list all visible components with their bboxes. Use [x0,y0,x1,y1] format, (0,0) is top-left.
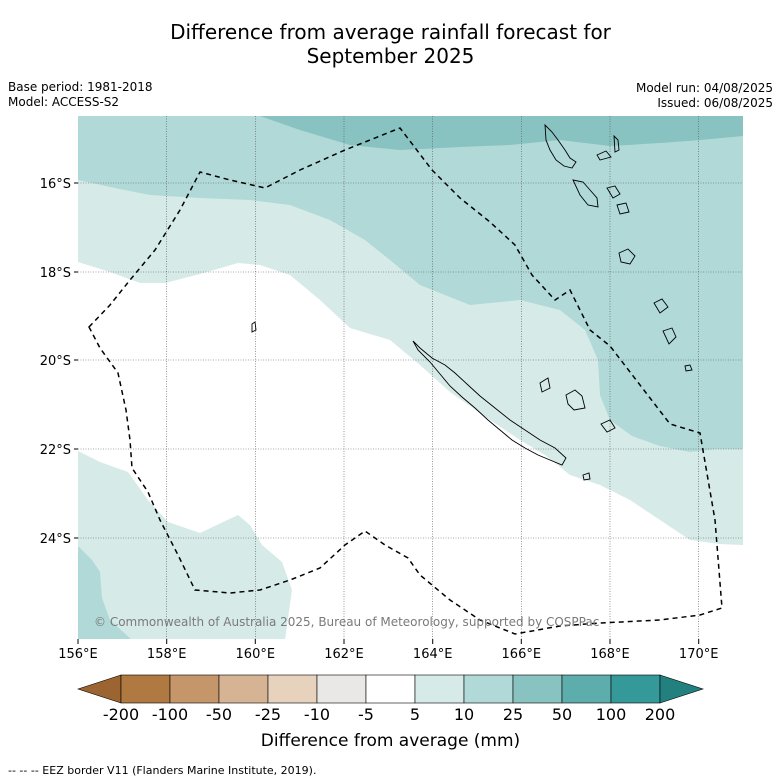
colorbar-extend-high [659,674,704,704]
colorbar-extend-low [77,674,122,704]
colorbar-tick-label: 100 [596,705,627,724]
colorbar-segment [365,674,416,704]
map-area [78,116,743,639]
model-name: Model: ACCESS-S2 [8,95,120,109]
lon-label: 166°E [502,647,542,662]
lat-label: 16°S [40,177,71,192]
island-chesterfield [251,321,257,333]
colorbar-segments [120,674,661,704]
colorbar-segment [512,674,563,704]
island-vanuatu-7 [618,248,636,265]
island-loyalty-1 [539,377,551,393]
lon-label: 170°E [679,647,719,662]
colorbar-segment [561,674,612,704]
lon-label: 162°E [324,647,364,662]
lat-label: 20°S [40,354,71,369]
colorbar-tick-label: 50 [552,705,572,724]
anomaly-region-50-100 [260,116,743,150]
colorbar-tick-label: -25 [255,705,281,724]
graticule [78,116,743,639]
footer-eez-note: -- -- -- EEZ border V11 (Flanders Marine… [8,764,317,777]
colorbar-tick-label: -10 [304,705,330,724]
latitude-labels: 16°S 18°S 20°S 22°S 24°S [40,177,71,547]
lon-label: 168°E [590,647,630,662]
island-vanuatu-2 [613,134,620,153]
island-vanuatu-8 [653,298,669,314]
colorbar-tick-label: 200 [645,705,676,724]
colorbar-segment [463,674,514,704]
island-vanuatu-5 [606,185,621,199]
lat-label: 24°S [40,532,71,547]
axis-ticks [74,182,700,644]
colorbar-label: Difference from average (mm) [260,731,521,751]
anomaly-region-25-50 [78,116,743,452]
colorbar-tick-label: -100 [152,705,188,724]
meta-left: Base period: 1981-2018 Model: ACCESS-S2 [8,80,153,110]
lat-label: 18°S [40,266,71,281]
issued-date: Issued: 06/08/2025 [657,96,773,110]
model-run: Model run: 04/08/2025 [635,81,773,95]
lon-label: 160°E [236,647,276,662]
colorbar-ticks: -200 -100 -50 -25 -10 -5 5 10 25 50 100 200 [103,705,675,724]
copyright-text: © Commonwealth of Australia 2025, Bureau… [94,615,599,629]
base-period: Base period: 1981-2018 [8,80,153,94]
lat-label: 22°S [40,443,71,458]
colorbar-segment [267,674,318,704]
title-line-1: Difference from average rainfall forecas… [170,20,611,44]
island-vanuatu-3 [596,150,612,161]
colorbar-segment [120,674,171,704]
colorbar-segment [218,674,269,704]
colorbar-tick-label: 5 [410,705,420,724]
eez-border [88,127,723,635]
colorbar-tick-label: -200 [103,705,139,724]
colorbar-segment [414,674,465,704]
island-vanuatu-10 [684,364,693,372]
lon-label: 156°E [58,647,98,662]
island-vanuatu-9 [662,327,677,345]
meta-right: Model run: 04/08/2025 Issued: 06/08/2025 [636,81,773,111]
map-title: Difference from average rainfall forecas… [0,20,781,68]
colorbar-tick-label: -50 [206,705,232,724]
island-loyalty-3 [600,419,616,433]
island-vanuatu-6 [616,202,630,215]
anomaly-region-10-25-southwest [78,451,292,639]
longitude-labels: 156°E 158°E 160°E 162°E 164°E 166°E 168°… [58,647,718,662]
colorbar-segment [169,674,220,704]
island-vanuatu-4 [572,179,599,208]
colorbar-tick-label: 10 [454,705,474,724]
island-new-caledonia [412,340,567,466]
lon-label: 164°E [413,647,453,662]
island-ile-des-pins [582,472,591,481]
colorbar-tick-label: 25 [503,705,523,724]
island-vanuatu-1 [544,123,577,169]
title-line-2: September 2025 [306,44,475,68]
coastlines [251,123,693,481]
anomaly-region-25-50-southwest [78,546,131,639]
lon-label: 158°E [147,647,187,662]
island-loyalty-2 [565,389,586,411]
colorbar-tick-label: -5 [358,705,374,724]
colorbar: -200 -100 -50 -25 -10 -5 5 10 25 50 100 200 [77,674,704,724]
colorbar-segment [316,674,367,704]
colorbar-segment [610,674,661,704]
